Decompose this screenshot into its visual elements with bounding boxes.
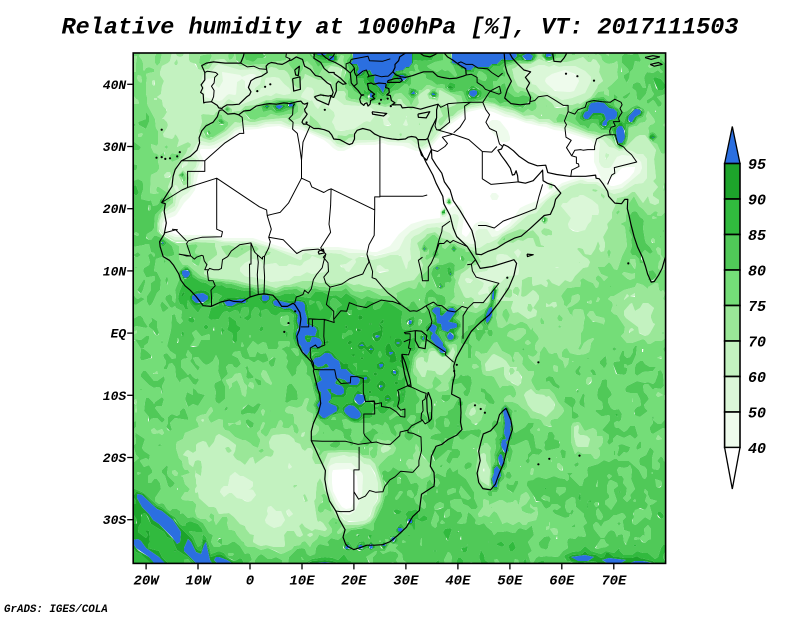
svg-text:10N: 10N xyxy=(103,264,127,279)
svg-text:10E: 10E xyxy=(289,573,315,589)
svg-text:GrADS: IGES/COLA: GrADS: IGES/COLA xyxy=(4,604,108,616)
svg-text:EQ: EQ xyxy=(111,327,127,342)
svg-text:85: 85 xyxy=(748,228,766,245)
svg-text:20E: 20E xyxy=(341,573,367,589)
svg-text:30N: 30N xyxy=(103,140,127,155)
svg-text:10S: 10S xyxy=(103,389,127,404)
svg-text:20N: 20N xyxy=(103,202,127,217)
svg-text:60E: 60E xyxy=(549,573,575,589)
svg-text:95: 95 xyxy=(748,157,766,174)
svg-text:Relative humidity at 1000hPa [: Relative humidity at 1000hPa [%], VT: 20… xyxy=(62,15,739,42)
svg-text:10W: 10W xyxy=(185,573,212,589)
svg-text:70: 70 xyxy=(748,335,766,352)
svg-text:40N: 40N xyxy=(103,78,127,93)
svg-text:30E: 30E xyxy=(393,573,419,589)
svg-text:20W: 20W xyxy=(133,573,160,589)
svg-text:0: 0 xyxy=(246,573,254,589)
svg-text:50E: 50E xyxy=(497,573,523,589)
svg-text:40E: 40E xyxy=(445,573,471,589)
svg-text:40: 40 xyxy=(748,441,766,458)
svg-text:90: 90 xyxy=(748,193,766,210)
svg-text:30S: 30S xyxy=(103,513,127,528)
svg-text:80: 80 xyxy=(748,264,766,281)
svg-text:20S: 20S xyxy=(103,451,127,466)
svg-text:70E: 70E xyxy=(601,573,627,589)
svg-text:50: 50 xyxy=(748,406,766,423)
svg-text:60: 60 xyxy=(748,370,766,387)
svg-text:75: 75 xyxy=(748,299,766,316)
